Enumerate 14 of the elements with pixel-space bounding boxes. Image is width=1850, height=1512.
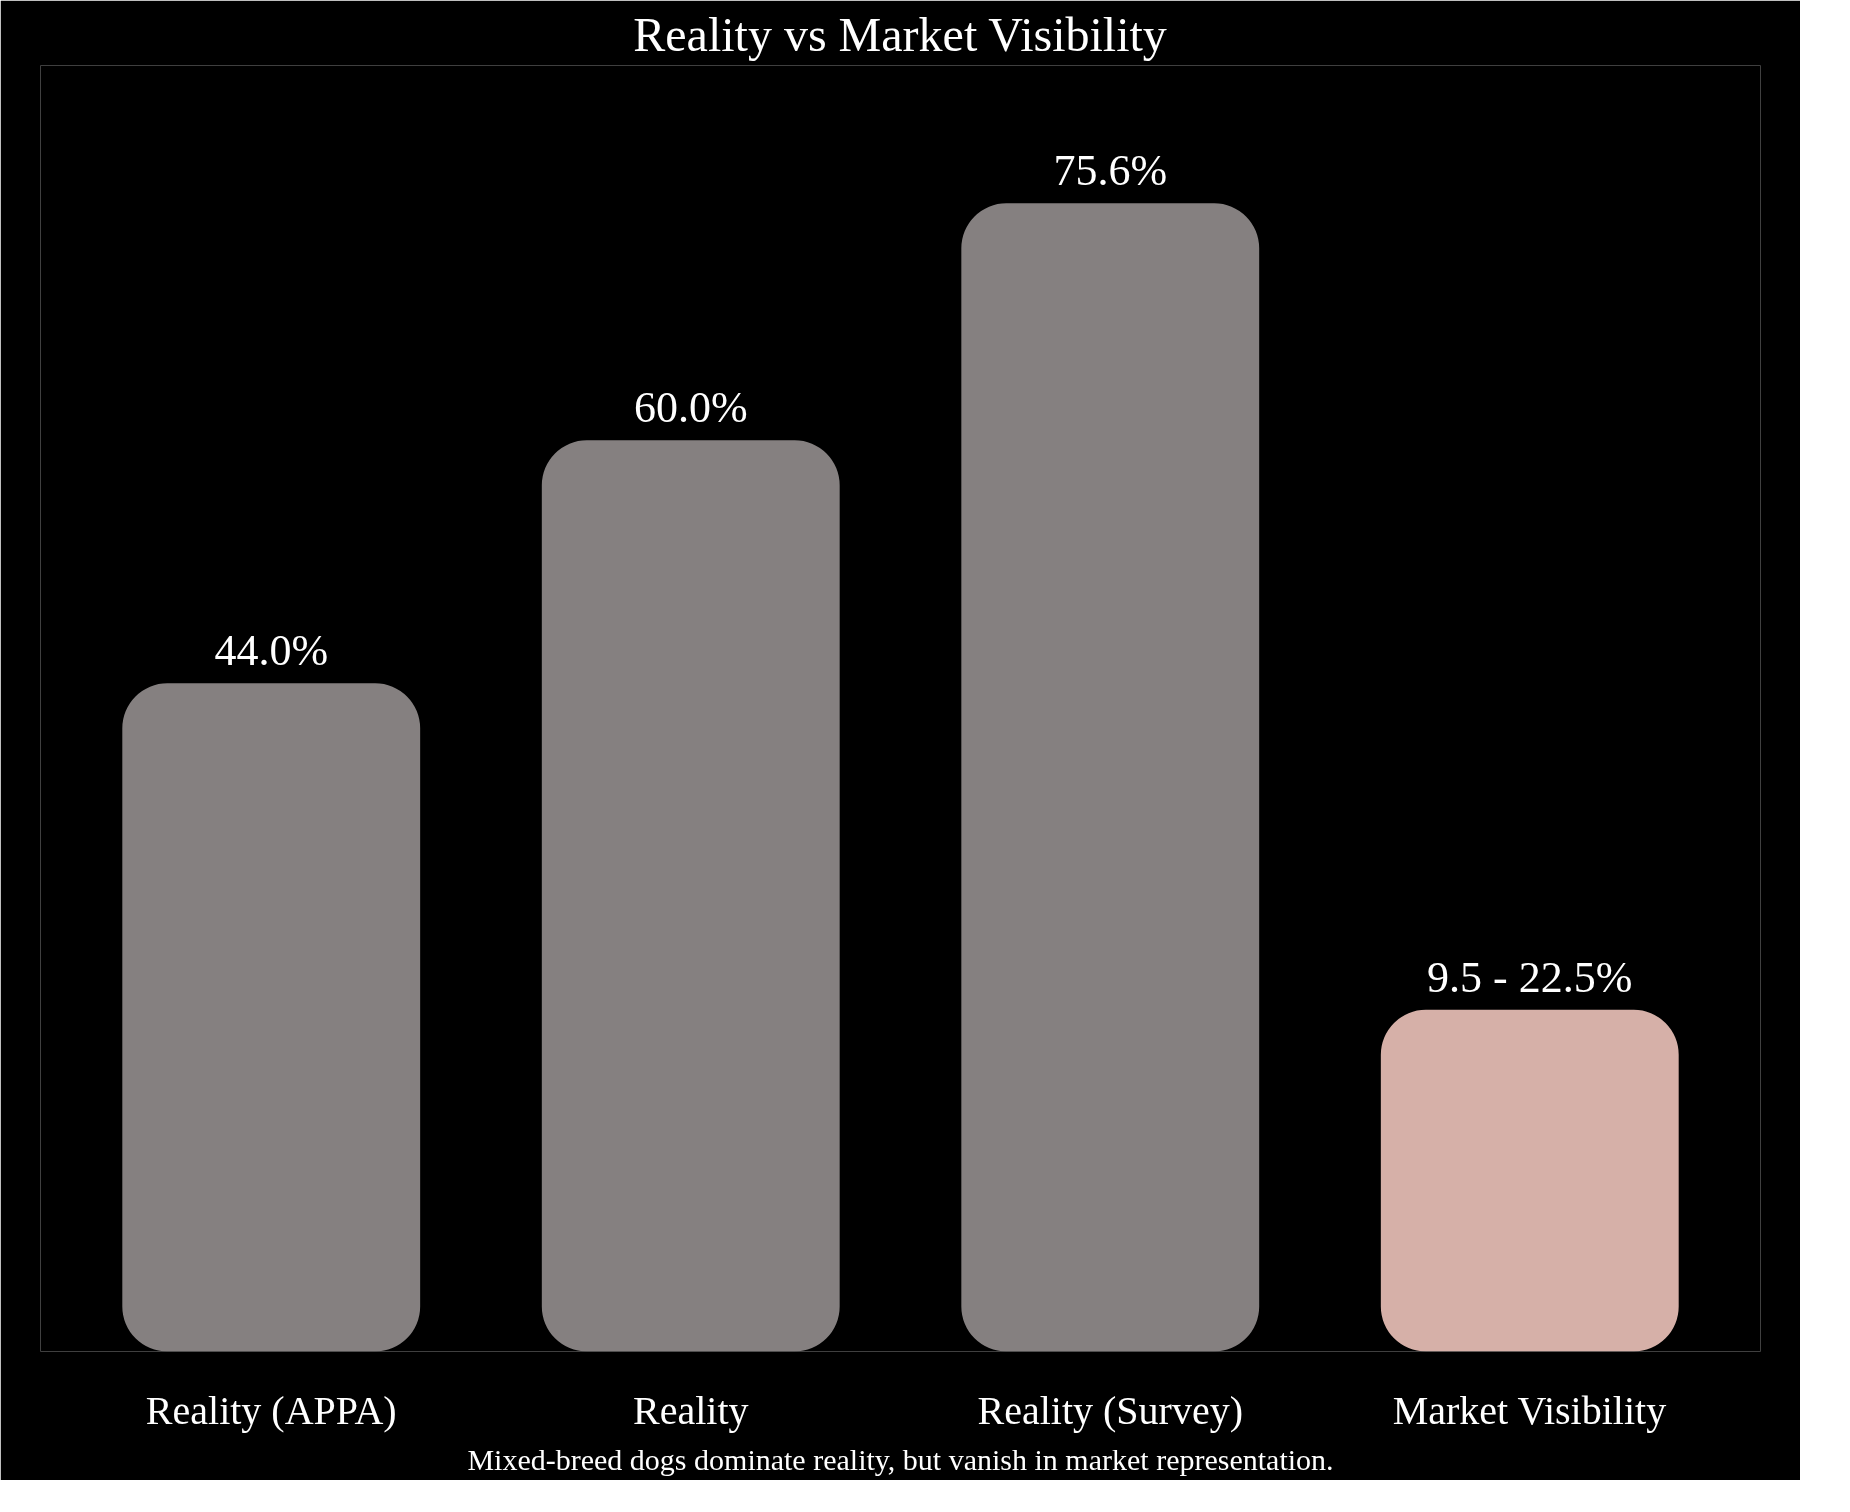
x-tick-label: Reality (Survey) [977, 1387, 1244, 1433]
bar [122, 683, 421, 1352]
bar [541, 440, 840, 1352]
text: Mixed-breed dogs dominate reality, but vanish in market representation. [467, 1442, 1334, 1476]
x-tick-label: Reality (APPA) [145, 1387, 397, 1433]
data-label: 44.0% [214, 626, 329, 676]
x-tick-label: Market Visibility [1392, 1387, 1667, 1433]
chart-title: Reality vs Market Visibility [633, 7, 1167, 61]
annotation: 9.5 - 22.5% [1427, 952, 1633, 1002]
data-label: 75.6% [1053, 146, 1168, 196]
x-tick-label: Reality [632, 1387, 749, 1433]
bar [961, 203, 1260, 1352]
data-label: 60.0% [633, 383, 748, 433]
bar [1380, 1009, 1679, 1352]
